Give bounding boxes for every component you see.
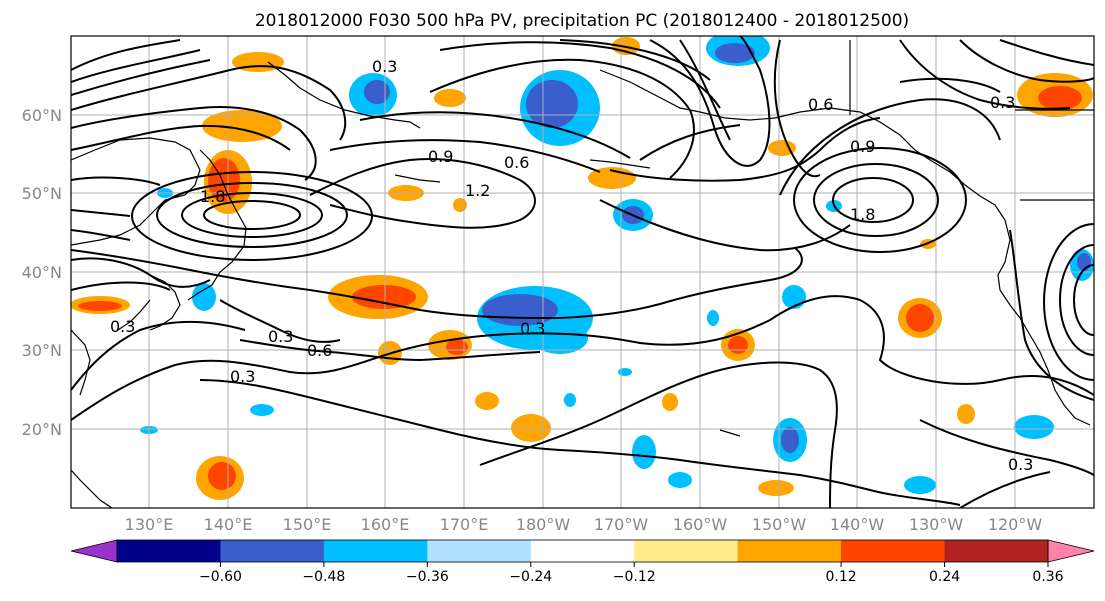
- contour-label: 0.9: [428, 147, 453, 166]
- lon-label: 160°W: [673, 515, 728, 534]
- lat-label: 30°N: [22, 341, 62, 360]
- colorbar-swatch: [737, 540, 842, 562]
- colorbar-tick-label: −0.24: [509, 569, 552, 585]
- colorbar-outline: [116, 539, 1049, 563]
- contour-label: 0.3: [990, 93, 1015, 112]
- contour-label: 0.3: [110, 317, 135, 336]
- figure-title: 2018012000 F030 500 hPa PV, precipitatio…: [255, 11, 909, 31]
- colorbar-swatch: [944, 540, 1049, 562]
- lon-label: 180°W: [516, 515, 571, 534]
- coastlines: [71, 40, 1094, 508]
- lat-label: 60°N: [22, 106, 62, 125]
- lon-label: 150°E: [283, 515, 332, 534]
- pv-contours: [71, 36, 1094, 508]
- colorbar-tick-label: 0.36: [1032, 569, 1063, 585]
- colorbar-extend-high: [1047, 539, 1095, 563]
- contour-label: 1.8: [200, 187, 225, 206]
- lat-label: 20°N: [22, 420, 62, 439]
- contour-label: 1.8: [850, 205, 875, 224]
- contour-label: 0.3: [520, 319, 545, 338]
- latitude-labels: 60°N 50°N 40°N 30°N 20°N: [22, 106, 62, 439]
- map-panel: 0.3 0.9 0.6 1.2 1.8 0.3 0.6 0.3 0.3 0.3 …: [70, 35, 1095, 509]
- contour-label: 0.9: [850, 137, 875, 156]
- lon-label: 160°E: [361, 515, 410, 534]
- contour-label: 1.2: [465, 181, 490, 200]
- contour-label: 0.3: [1008, 455, 1033, 474]
- colorbar-tick-label: −0.48: [302, 569, 345, 585]
- lon-label: 150°W: [752, 515, 807, 534]
- colorbar-swatch: [220, 540, 325, 562]
- lon-label: 140°E: [204, 515, 253, 534]
- map-frame: [70, 35, 1095, 509]
- graticule: [71, 36, 1094, 508]
- lon-label: 130°W: [909, 515, 964, 534]
- precip-blob-west-pacific: [328, 275, 472, 365]
- colorbar-tick-label: −0.36: [406, 569, 449, 585]
- lat-label: 40°N: [22, 263, 62, 282]
- contour-label: 0.3: [372, 57, 397, 76]
- colorbar-swatches: [70, 539, 1095, 563]
- contour-label: 0.6: [307, 341, 332, 360]
- lon-label: 170°W: [594, 515, 649, 534]
- contour-label: 0.6: [504, 153, 529, 172]
- contour-label: 0.3: [268, 327, 293, 346]
- colorbar-swatch: [530, 540, 635, 562]
- lat-label: 50°N: [22, 184, 62, 203]
- precip-blob-subtropical: [196, 298, 975, 500]
- lon-label: 140°W: [830, 515, 885, 534]
- colorbar-ticks: −0.60−0.48−0.36−0.24−0.120.120.240.360.4…: [199, 562, 1064, 585]
- lon-label: 170°E: [440, 515, 489, 534]
- colorbar-swatch: [117, 540, 221, 562]
- lon-label: 120°W: [988, 515, 1043, 534]
- lon-label: 130°E: [125, 515, 174, 534]
- colorbar-tick-label: −0.12: [613, 569, 656, 585]
- colorbar-extend-low: [70, 539, 118, 563]
- colorbar: −0.60−0.48−0.36−0.24−0.120.120.240.360.4…: [70, 539, 1095, 585]
- colorbar-swatch: [841, 540, 946, 562]
- colorbar-swatch: [634, 540, 739, 562]
- contour-labels: 0.3 0.9 0.6 1.2 1.8 0.3 0.6 0.3 0.3 0.3 …: [110, 57, 1033, 474]
- contour-label: 0.6: [808, 95, 833, 114]
- colorbar-swatch: [323, 540, 428, 562]
- contour-label: 0.3: [230, 367, 255, 386]
- colorbar-tick-label: 0.24: [929, 569, 960, 585]
- colorbar-swatch: [427, 540, 532, 562]
- longitude-labels: 130°E 140°E 150°E 160°E 170°E 180°W 170°…: [125, 515, 1043, 534]
- colorbar-tick-label: 0.12: [826, 569, 857, 585]
- colorbar-tick-label: −0.60: [199, 569, 242, 585]
